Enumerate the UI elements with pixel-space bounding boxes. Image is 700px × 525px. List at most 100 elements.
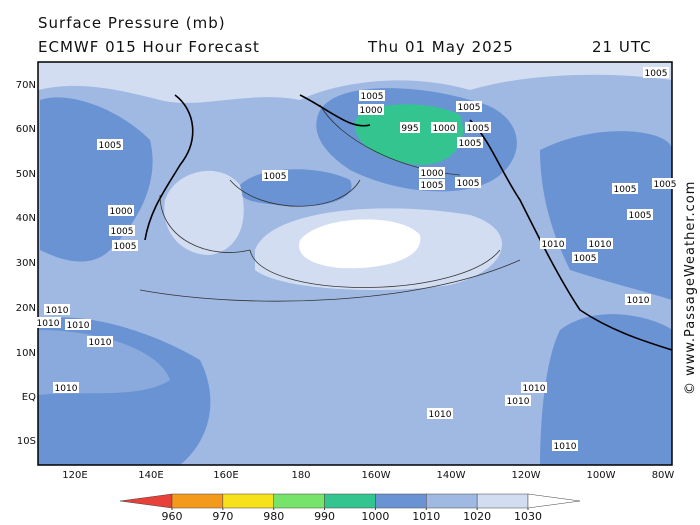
contour-label-bg <box>400 122 420 133</box>
contour-label-bg <box>587 238 613 249</box>
lat-label: 60N <box>16 124 36 135</box>
contour-label: 1010 <box>523 384 546 394</box>
contour-label: 1005 <box>458 103 481 113</box>
lat-label: 10N <box>16 348 36 359</box>
colorbar-label: 1010 <box>412 510 440 523</box>
contour-label-bg <box>112 240 138 251</box>
contour-label-bg <box>359 90 385 101</box>
contour-label-bg <box>652 178 678 189</box>
lon-label: 140W <box>437 470 466 481</box>
contour-label: 1005 <box>111 227 134 237</box>
low-region <box>540 314 672 465</box>
lon-label: 140E <box>138 470 163 481</box>
contour-label-bg <box>108 205 134 216</box>
contour-label-bg <box>35 317 61 328</box>
contour-label-bg <box>465 122 491 133</box>
contour-label: 1000 <box>433 124 456 134</box>
contour-label: 1010 <box>46 306 69 316</box>
colorbar-segment <box>426 493 478 509</box>
contour-label: 1005 <box>614 185 637 195</box>
contour-label: 1005 <box>264 172 287 182</box>
copyright: © www.PassageWeather.com <box>683 181 698 395</box>
colorbar-label: 1020 <box>463 510 491 523</box>
contour-label-bg <box>427 408 453 419</box>
high-center <box>299 219 421 269</box>
coastline <box>144 94 672 351</box>
lon-label: 120E <box>62 470 87 481</box>
contour-label: 1010 <box>627 296 650 306</box>
contour-label: 1010 <box>507 397 530 407</box>
contour-label-bg <box>97 139 123 150</box>
lat-label: 30N <box>16 258 36 269</box>
contour-label: 1005 <box>457 179 480 189</box>
contour-label-bg <box>456 101 482 112</box>
lat-label: 70N <box>16 80 36 91</box>
contour-label-bg <box>625 294 651 305</box>
contour-label: 1005 <box>361 92 384 102</box>
contour-label-bg <box>612 183 638 194</box>
contour-label: 1005 <box>574 254 597 264</box>
colorbar-label: 1000 <box>361 510 389 523</box>
lat-label: 20N <box>16 303 36 314</box>
contour-label-bg <box>44 304 70 315</box>
contour-label: 1010 <box>89 338 112 348</box>
lon-label: 160E <box>213 470 238 481</box>
lat-label: EQ <box>22 392 36 403</box>
contour-label-bg <box>358 104 384 115</box>
contour-label-bg <box>419 179 445 190</box>
contour-label: 1005 <box>99 141 122 151</box>
colorbar-high-end <box>527 493 581 509</box>
high-region <box>38 62 672 103</box>
colorbar-segment <box>171 493 224 509</box>
colorbar-segment <box>222 493 274 509</box>
contour-label: 1000 <box>110 207 133 217</box>
contour-label-bg <box>521 382 547 393</box>
contour-label: 1005 <box>114 242 137 252</box>
contour-label: 995 <box>401 124 418 134</box>
contour-label: 1000 <box>360 106 383 116</box>
contour-label: 1010 <box>589 240 612 250</box>
lat-label: 10S <box>17 436 36 447</box>
contour-label-bg <box>262 170 288 181</box>
contour-label: 1010 <box>542 240 565 250</box>
lon-label: 80W <box>652 470 675 481</box>
map <box>37 61 673 466</box>
low-region <box>40 97 153 262</box>
contour-label: 1005 <box>467 124 490 134</box>
colorbar-segment <box>324 493 376 509</box>
colorbar-label: 970 <box>212 510 233 523</box>
contour-label: 1005 <box>645 69 668 79</box>
colorbar-segment <box>476 493 529 509</box>
lon-label: 100W <box>587 470 616 481</box>
contour-label-bg <box>109 225 135 236</box>
lon-label: 120W <box>512 470 541 481</box>
contour-label: 1010 <box>67 321 90 331</box>
isobar <box>139 104 521 302</box>
colorbar-segment <box>375 493 427 509</box>
lon-label: 160W <box>362 470 391 481</box>
contour-label-bg <box>572 252 598 263</box>
contour-label: 1005 <box>629 211 652 221</box>
contour-label-bg <box>505 395 531 406</box>
contour-label-bg <box>65 319 91 330</box>
contour-label: 1010 <box>55 384 78 394</box>
contour-label-bg <box>53 382 79 393</box>
contour-label: 1005 <box>459 139 482 149</box>
lat-label: 40N <box>16 213 36 224</box>
contour-label-bg <box>627 209 653 220</box>
title: Surface Pressure (mb) <box>38 14 226 32</box>
contour-label-bg <box>431 122 457 133</box>
contour-label-bg <box>419 167 445 178</box>
colorbar-label: 990 <box>314 510 335 523</box>
contour-label: 1005 <box>654 180 677 190</box>
contour-label-bg <box>87 336 113 347</box>
lat-label: 50N <box>16 169 36 180</box>
land-region <box>38 330 170 395</box>
contour-label-bg <box>455 177 481 188</box>
colorbar-label: 980 <box>263 510 284 523</box>
contour-label-bg <box>643 67 669 78</box>
contour-label-bg <box>552 440 578 451</box>
map-frame <box>37 61 673 466</box>
time: 21 UTC <box>592 38 652 56</box>
